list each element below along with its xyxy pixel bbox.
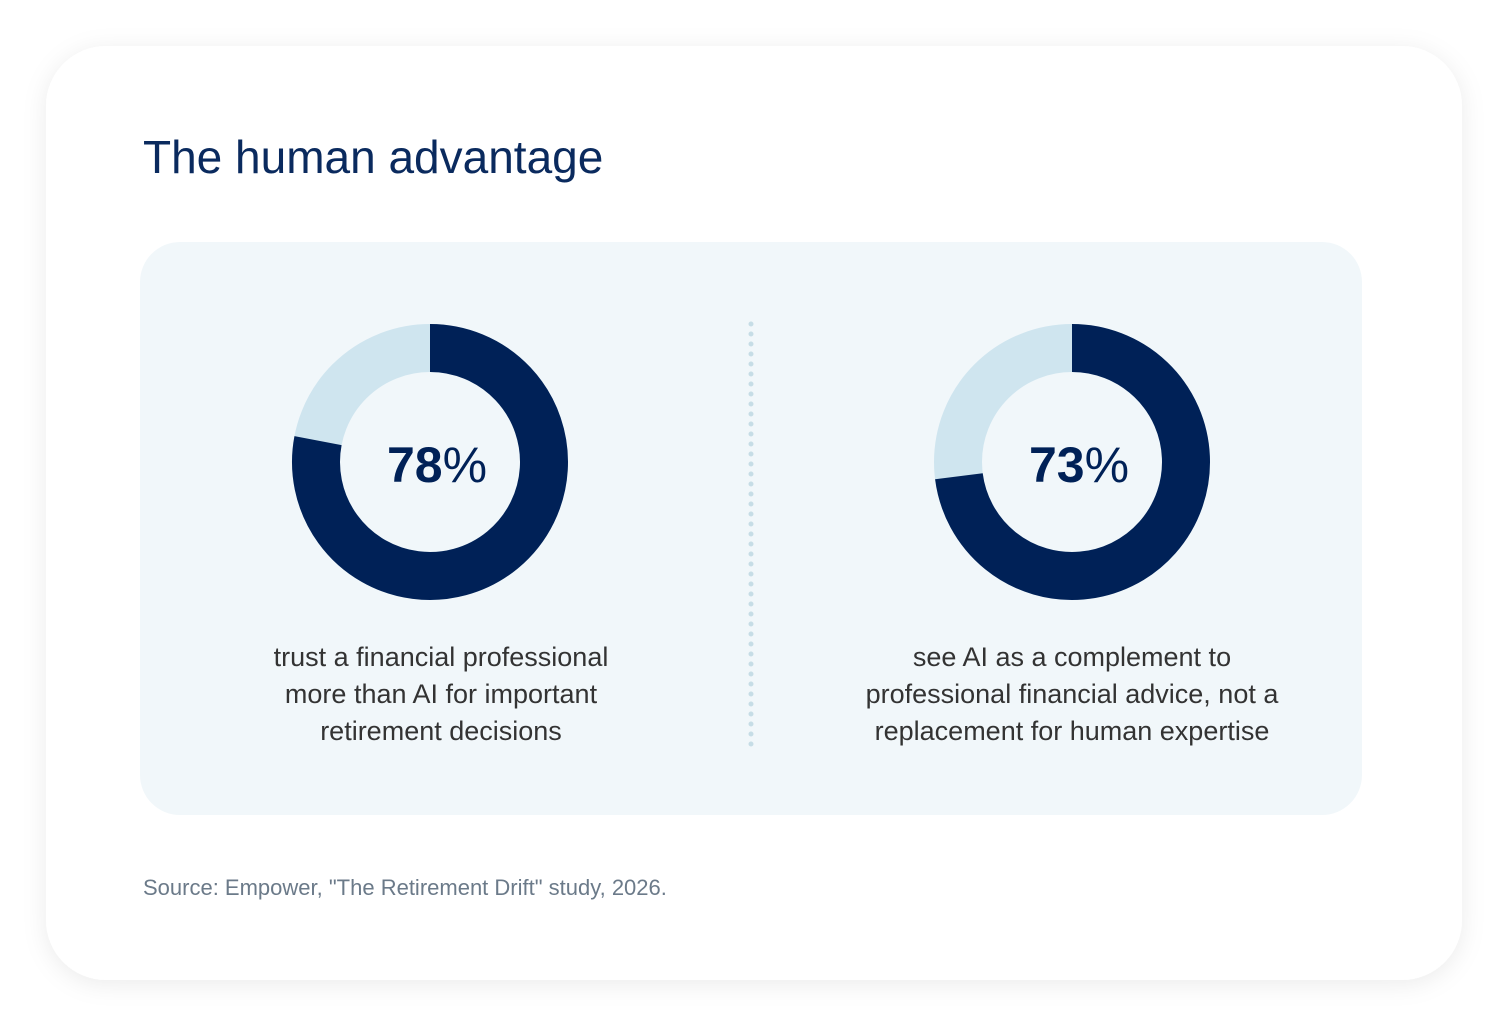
value-label: 73% [1029,437,1129,493]
source: Source: Empower, "The Retirement Drift" … [143,875,667,900]
caption-line: professional financial advice, not a [866,679,1280,709]
donut-arc [292,324,568,600]
value-label: 78% [387,437,487,493]
caption-line: more than AI for important [285,679,598,709]
donut-arc [935,324,1210,600]
caption-line: replacement for human expertise [875,716,1270,746]
caption-line: see AI as a complement to [913,642,1231,672]
panel [140,242,1362,815]
title: The human advantage [143,131,603,183]
caption-line: retirement decisions [320,716,562,746]
caption-line: trust a financial professional [274,642,609,672]
